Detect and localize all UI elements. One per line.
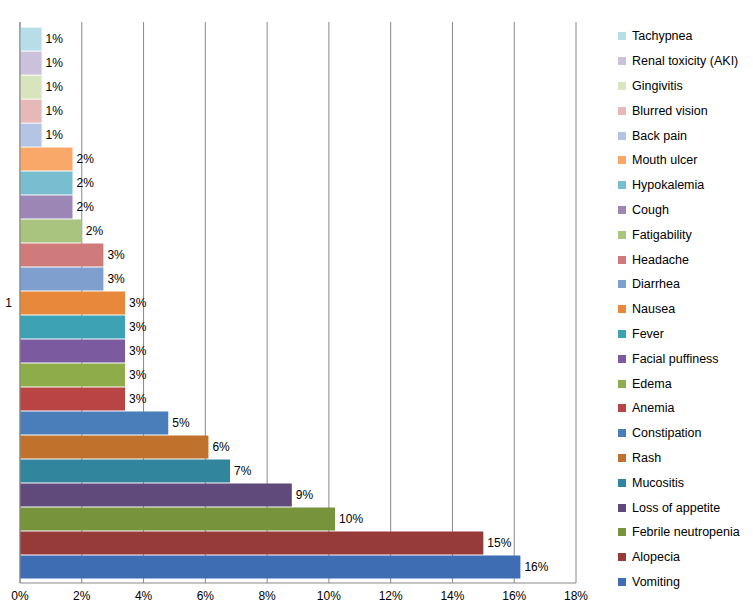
html-text:Mouth ulcer: Mouth ulcer	[632, 153, 698, 168]
svg-text:1%: 1%	[46, 104, 64, 118]
svg-text:3%: 3%	[107, 248, 125, 262]
svg-text:9%: 9%	[296, 488, 314, 502]
svg-text:6%: 6%	[212, 440, 230, 454]
html-text:Nausea: Nausea	[632, 302, 676, 317]
html-text:Rash: Rash	[632, 450, 662, 465]
html-text:Tachypnea: Tachypnea	[632, 29, 693, 44]
html-text:Facial puffiness: Facial puffiness	[632, 351, 719, 366]
svg-text:18%: 18%	[564, 589, 588, 603]
svg-text:3%: 3%	[129, 320, 147, 334]
html-text:Anemia: Anemia	[632, 401, 675, 416]
svg-text:2%: 2%	[77, 200, 95, 214]
svg-text:12%: 12%	[379, 589, 403, 603]
svg-text:1%: 1%	[46, 32, 64, 46]
html-text:Mucositis: Mucositis	[632, 475, 685, 490]
svg-text:1%: 1%	[46, 80, 64, 94]
html-text:Hypokalemia: Hypokalemia	[632, 178, 705, 193]
svg-text:1%: 1%	[46, 56, 64, 70]
html-text:Fatigability: Fatigability	[632, 227, 692, 242]
html-text:Febrile neutropenia: Febrile neutropenia	[632, 525, 740, 540]
svg-text:2%: 2%	[86, 224, 104, 238]
svg-text:14%: 14%	[440, 589, 464, 603]
svg-text:3%: 3%	[129, 296, 147, 310]
svg-text:6%: 6%	[197, 589, 215, 603]
svg-text:8%: 8%	[258, 589, 276, 603]
html-text:Loss of appetite: Loss of appetite	[632, 500, 721, 515]
svg-text:0%: 0%	[11, 589, 29, 603]
svg-text:1%: 1%	[46, 128, 64, 142]
html-text:Headache: Headache	[632, 252, 689, 267]
svg-text:10%: 10%	[317, 589, 341, 603]
svg-text:16%: 16%	[524, 560, 548, 574]
html-text:Vomiting: Vomiting	[632, 574, 680, 589]
svg-text:1: 1	[8, 296, 12, 310]
svg-text:7%: 7%	[234, 464, 252, 478]
html-text:Back pain: Back pain	[632, 128, 687, 143]
svg-text:3%: 3%	[107, 272, 125, 286]
html-text:Edema: Edema	[632, 376, 672, 391]
svg-text:16%: 16%	[502, 589, 526, 603]
html-text:Gingivitis: Gingivitis	[632, 79, 683, 93]
html-text:Fever: Fever	[632, 327, 664, 341]
html-text:Blurred vision: Blurred vision	[632, 103, 708, 118]
html-text:Renal toxicity (AKI): Renal toxicity (AKI)	[632, 54, 739, 69]
svg-text:10%: 10%	[339, 512, 363, 526]
html-text:Cough: Cough	[632, 203, 669, 217]
html-text:Constipation: Constipation	[632, 426, 702, 441]
svg-text:3%: 3%	[129, 344, 147, 358]
svg-text:2%: 2%	[73, 589, 91, 603]
html-text:Diarrhea: Diarrhea	[632, 277, 680, 292]
svg-text:3%: 3%	[129, 368, 147, 382]
svg-text:3%: 3%	[129, 392, 147, 406]
svg-text:5%: 5%	[172, 416, 190, 430]
svg-text:2%: 2%	[77, 176, 95, 190]
svg-text:4%: 4%	[135, 589, 153, 603]
svg-text:15%: 15%	[487, 536, 511, 550]
html-text:Alopecia: Alopecia	[632, 550, 680, 565]
svg-text:2%: 2%	[77, 152, 95, 166]
